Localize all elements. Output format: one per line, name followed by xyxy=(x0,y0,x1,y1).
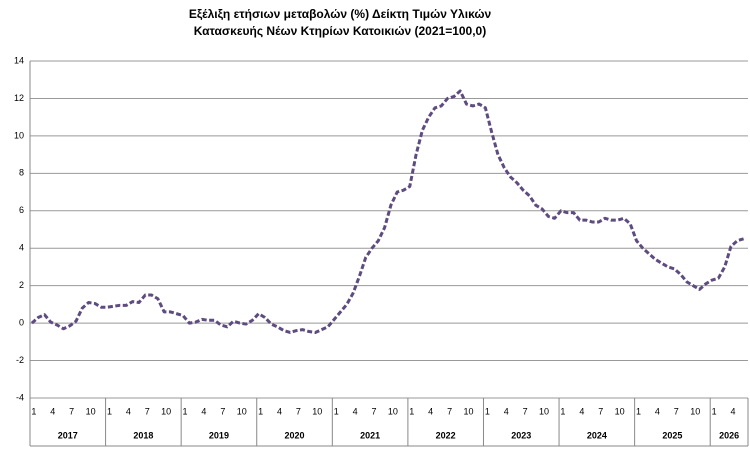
x-tick-label: 1 xyxy=(183,406,188,416)
x-tick-label: 7 xyxy=(371,406,376,416)
year-label: 2018 xyxy=(133,430,153,440)
x-tick-label: 4 xyxy=(201,406,206,416)
y-tick-label: -4 xyxy=(16,392,24,402)
year-label: 2021 xyxy=(360,430,380,440)
x-tick-label: 4 xyxy=(50,406,55,416)
year-label: 2019 xyxy=(209,430,229,440)
y-tick-label: 14 xyxy=(14,55,24,65)
x-tick-label: 10 xyxy=(539,406,549,416)
x-tick-label: 7 xyxy=(296,406,301,416)
year-label: 2026 xyxy=(719,430,739,440)
x-tick-label: 1 xyxy=(712,406,717,416)
x-tick-label: 7 xyxy=(523,406,528,416)
x-tick-label: 1 xyxy=(31,406,36,416)
x-tick-label: 1 xyxy=(409,406,414,416)
year-label: 2020 xyxy=(285,430,305,440)
x-tick-label: 7 xyxy=(69,406,74,416)
x-tick-label: 4 xyxy=(277,406,282,416)
year-label: 2024 xyxy=(587,430,607,440)
x-tick-label: 7 xyxy=(145,406,150,416)
chart-title: Κατασκευής Νέων Κτηρίων Κατοικιών (2021=… xyxy=(194,24,486,38)
year-label: 2023 xyxy=(511,430,531,440)
y-tick-label: 10 xyxy=(14,130,24,140)
x-tick-label: 1 xyxy=(636,406,641,416)
x-tick-label: 4 xyxy=(353,406,358,416)
x-tick-label: 1 xyxy=(334,406,339,416)
x-tick-label: 10 xyxy=(615,406,625,416)
x-tick-label: 1 xyxy=(560,406,565,416)
data-line xyxy=(30,89,745,334)
y-tick-label: -2 xyxy=(16,355,24,365)
x-tick-label: 10 xyxy=(237,406,247,416)
x-tick-label: 4 xyxy=(730,406,735,416)
x-tick-label: 4 xyxy=(655,406,660,416)
y-tick-label: 0 xyxy=(19,317,24,327)
x-tick-label: 10 xyxy=(463,406,473,416)
x-tick-label: 1 xyxy=(258,406,263,416)
x-tick-label: 10 xyxy=(312,406,322,416)
year-label: 2025 xyxy=(662,430,682,440)
x-tick-label: 4 xyxy=(126,406,131,416)
y-tick-label: 4 xyxy=(19,243,24,253)
y-tick-label: 8 xyxy=(19,168,24,178)
year-label: 2022 xyxy=(436,430,456,440)
x-tick-label: 4 xyxy=(579,406,584,416)
x-tick-label: 1 xyxy=(107,406,112,416)
y-tick-label: 2 xyxy=(19,280,24,290)
x-tick-label: 7 xyxy=(598,406,603,416)
x-tick-label: 4 xyxy=(428,406,433,416)
x-tick-label: 10 xyxy=(388,406,398,416)
year-label: 2017 xyxy=(58,430,78,440)
x-tick-label: 10 xyxy=(690,406,700,416)
x-tick-label: 1 xyxy=(485,406,490,416)
y-tick-label: 6 xyxy=(19,205,24,215)
x-tick-label: 7 xyxy=(447,406,452,416)
chart-title: Εξέλιξη ετήσιων μεταβολών (%) Δείκτη Τιμ… xyxy=(189,7,492,21)
x-tick-label: 10 xyxy=(161,406,171,416)
y-tick-label: 12 xyxy=(14,93,24,103)
x-tick-label: 7 xyxy=(220,406,225,416)
x-tick-label: 7 xyxy=(674,406,679,416)
x-tick-label: 10 xyxy=(86,406,96,416)
x-tick-label: 4 xyxy=(504,406,509,416)
